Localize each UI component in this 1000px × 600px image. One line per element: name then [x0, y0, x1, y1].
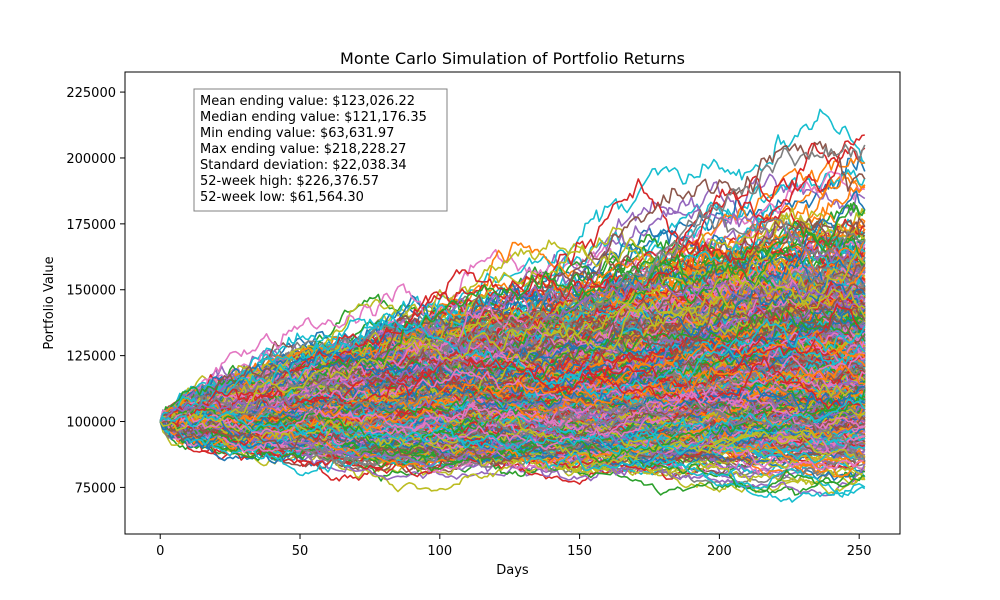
y-axis-title: Portfolio Value	[42, 256, 57, 349]
simulation-path	[159, 401, 866, 466]
simulation-path	[160, 312, 866, 423]
simulation-path	[159, 383, 866, 461]
y-axis-ticks: 75000 100000 125000 150000 175000 200000 22500…	[66, 86, 125, 496]
y-tick-label: 225000	[66, 86, 116, 101]
simulation-path	[160, 389, 866, 464]
x-tick-label: 100	[427, 544, 452, 559]
y-tick-label: 150000	[66, 284, 116, 299]
simulation-path	[159, 389, 866, 462]
stat-min: Min ending value: $63,631.97	[200, 126, 394, 141]
y-tick-label: 200000	[66, 152, 116, 167]
x-tick-label: 0	[156, 544, 164, 559]
stat-52w-high: 52-week high: $226,376.57	[200, 174, 379, 189]
plot-frame	[124, 71, 901, 535]
simulation-path	[159, 398, 866, 455]
x-axis-title: Days	[496, 563, 529, 578]
simulation-path	[159, 331, 866, 438]
stat-max: Max ending value: $218,228.27	[200, 142, 406, 157]
simulation-path	[160, 351, 866, 426]
simulation-path	[159, 366, 866, 443]
x-tick-label: 250	[847, 544, 872, 559]
simulation-path	[159, 390, 865, 451]
simulation-path	[159, 143, 866, 426]
stat-std: Standard deviation: $22,038.34	[200, 158, 407, 173]
simulation-path	[159, 380, 866, 468]
y-tick-label: 100000	[66, 416, 116, 431]
simulation-path	[159, 281, 866, 423]
chart-title: Monte Carlo Simulation of Portfolio Retu…	[340, 49, 685, 68]
x-tick-label: 50	[292, 544, 309, 559]
y-tick-label: 75000	[75, 481, 116, 496]
stat-mean: Mean ending value: $123,026.22	[200, 94, 415, 109]
stat-52w-low: 52-week low: $61,564.30	[200, 190, 364, 205]
simulation-path	[159, 354, 866, 429]
simulation-paths	[159, 108, 866, 503]
simulation-path	[159, 208, 866, 422]
x-axis-ticks: 0 50 100 150 200 250	[156, 534, 872, 559]
simulation-path	[159, 334, 866, 432]
simulation-path	[159, 371, 866, 446]
simulation-path	[159, 385, 865, 439]
simulation-path	[159, 296, 866, 434]
y-tick-label: 125000	[66, 350, 116, 365]
stats-box: Mean ending value: $123,026.22 Median en…	[193, 88, 448, 212]
stat-median: Median ending value: $121,176.35	[200, 110, 427, 125]
x-tick-label: 150	[567, 544, 592, 559]
simulation-path	[160, 364, 866, 430]
simulation-path	[159, 371, 866, 454]
simulation-path	[159, 367, 866, 444]
simulation-path	[159, 271, 866, 432]
stats-box-frame	[193, 88, 448, 212]
x-tick-label: 200	[707, 544, 732, 559]
y-tick-label: 175000	[66, 218, 116, 233]
